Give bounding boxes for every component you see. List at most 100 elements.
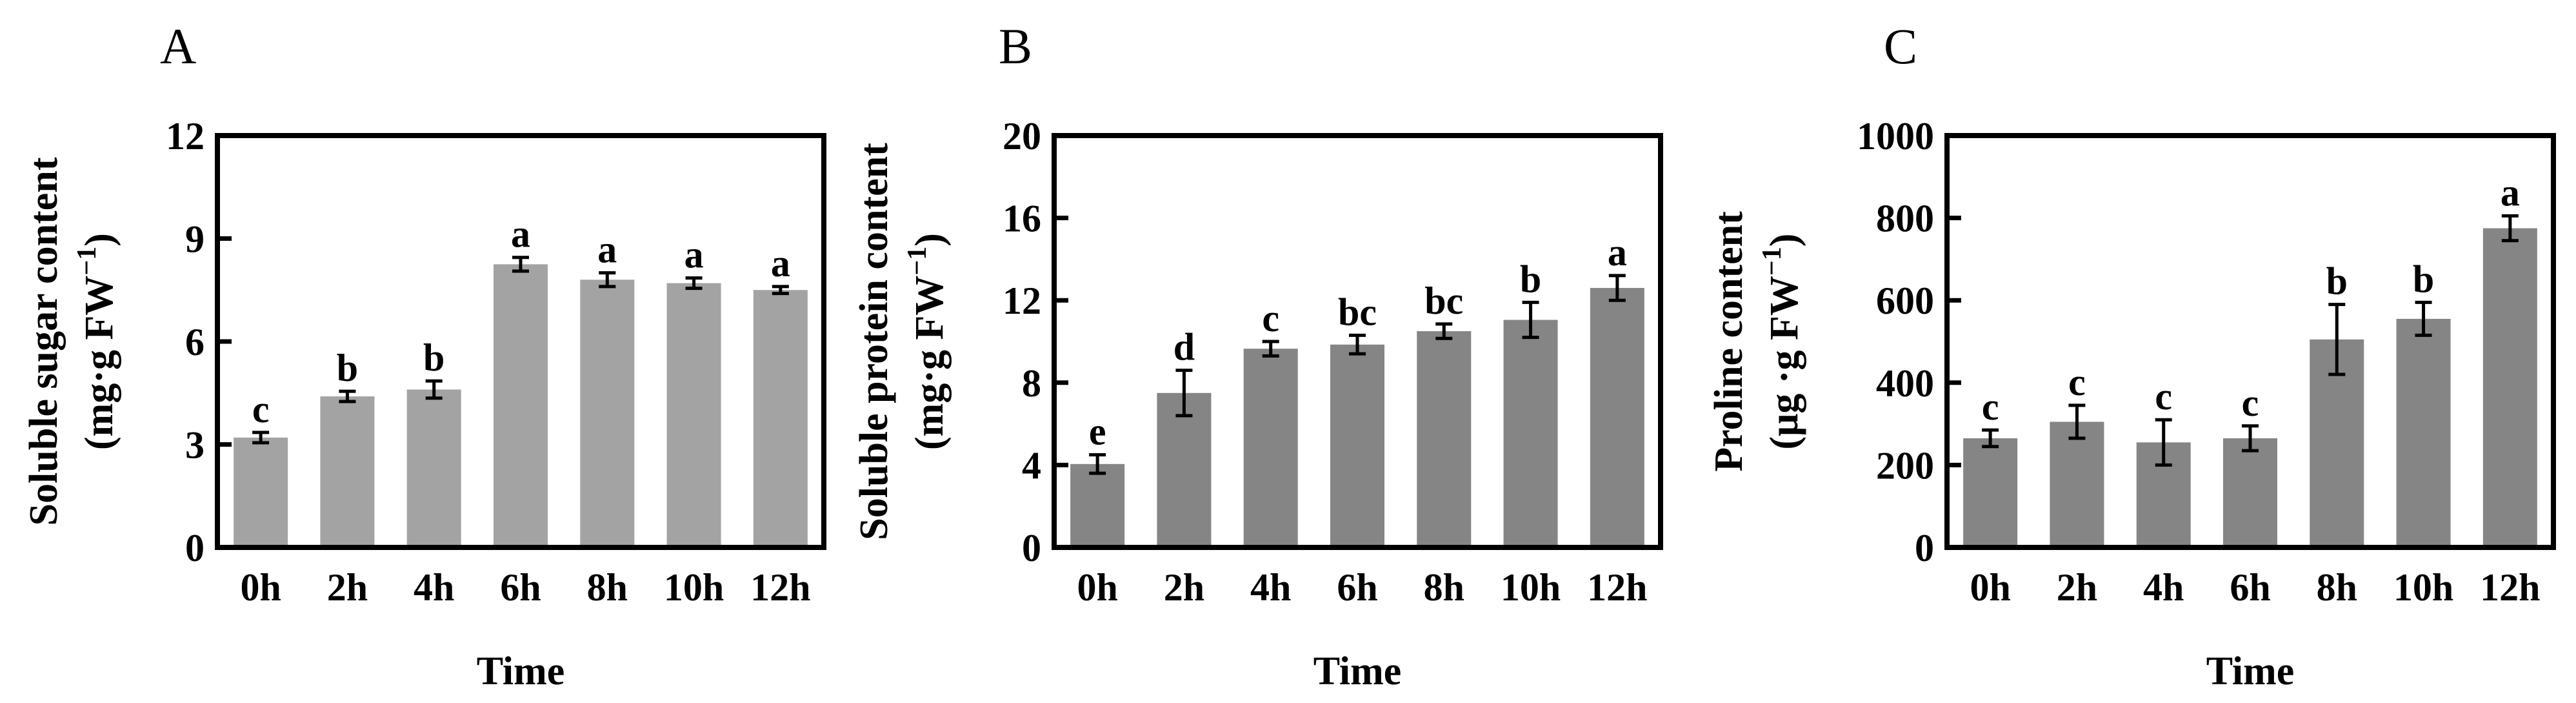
panel-a-y-unit-sup: −1: [72, 247, 102, 276]
significance-letter: c: [252, 388, 270, 431]
significance-letter: a: [511, 213, 530, 256]
x-tick-label: 8h: [2317, 566, 2357, 609]
panel-c-errorbars: [1982, 214, 2519, 467]
significance-letter: c: [2155, 375, 2172, 418]
panel-c-significance: c c c c b b a: [1982, 171, 2520, 428]
panel-c-y-unit: (μg ·g FW: [1762, 276, 1806, 449]
panel-b-y-axis-title-line2: (mg·g FW−1): [903, 233, 952, 450]
bar: [1330, 344, 1384, 547]
x-tick-label: 10h: [664, 566, 724, 609]
panel-c-y-tick-labels: 0 200 400 600 800 1000: [1857, 115, 1934, 569]
bar: [1243, 349, 1298, 547]
significance-letter: b: [337, 347, 358, 389]
y-tick-label: 6: [185, 321, 205, 363]
significance-letter: d: [1173, 326, 1195, 369]
significance-letter: c: [2068, 361, 2086, 403]
y-tick-label: 400: [1876, 362, 1934, 405]
bar: [580, 280, 635, 547]
significance-letter: c: [1262, 297, 1279, 340]
x-tick-label: 12h: [750, 566, 810, 609]
y-tick-label: 12: [166, 115, 205, 158]
x-tick-label: 8h: [587, 566, 628, 609]
significance-letter: b: [1520, 258, 1541, 300]
bar: [1417, 331, 1472, 547]
significance-letter: a: [684, 234, 704, 276]
panel-a: A c b b a a a a 0 3 6 9 12 0h 2h 4h 6h 8h 10h 12h Time S…: [22, 18, 826, 693]
bar: [406, 389, 461, 547]
x-tick-label: 4h: [414, 566, 454, 609]
x-tick-label: 6h: [2230, 566, 2270, 609]
x-tick-label: 6h: [500, 566, 541, 609]
significance-letter: c: [1982, 385, 1999, 428]
panel-c-letter: C: [1884, 18, 1917, 74]
bar: [753, 290, 808, 547]
panel-b-y-ticks: [1054, 133, 1068, 550]
significance-letter: c: [2242, 382, 2259, 424]
panel-b-y-unit: (mg·g FW: [908, 276, 952, 450]
y-tick-label: 3: [185, 424, 205, 467]
significance-letter: a: [2501, 171, 2520, 214]
panel-a-y-ticks: [217, 133, 232, 550]
panel-a-x-tick-labels: 0h 2h 4h 6h 8h 10h 12h: [240, 566, 810, 609]
x-tick-label: 0h: [1970, 566, 2010, 609]
panel-b-letter: B: [999, 18, 1032, 74]
significance-letter: b: [2413, 258, 2434, 300]
panel-b-x-tick-labels: 0h 2h 4h 6h 8h 10h 12h: [1077, 566, 1647, 609]
y-tick-label: 0: [1915, 527, 1934, 569]
x-tick-label: 0h: [1077, 566, 1117, 609]
bar: [1590, 288, 1644, 547]
y-tick-label: 0: [185, 527, 205, 569]
y-tick-label: 4: [1022, 444, 1041, 487]
panel-c-frame: [1944, 133, 2556, 550]
y-tick-label: 200: [1876, 444, 1934, 487]
bar: [1157, 392, 1212, 547]
panel-a-y-tick-labels: 0 3 6 9 12: [166, 115, 205, 569]
significance-letter: a: [1608, 231, 1627, 274]
panel-a-x-axis-title: Time: [477, 649, 565, 693]
panel-c-y-unit-close: ): [1762, 234, 1806, 247]
panel-b-frame: [1052, 133, 1663, 550]
x-tick-label: 10h: [2393, 566, 2453, 609]
x-tick-label: 2h: [327, 566, 368, 609]
panel-b-y-tick-labels: 0 4 8 12 16 20: [1003, 115, 1041, 569]
bar: [1503, 320, 1558, 547]
panel-a-y-unit: (mg·g FW: [77, 276, 121, 450]
panel-b-bars: [1070, 288, 1644, 547]
x-tick-label: 2h: [2057, 566, 2097, 609]
panel-b: B e d c bc bc b a 0 4 8 12 16 20 0h 2h 4h 6h 8h 10h 12h T…: [852, 18, 1663, 693]
significance-letter: bc: [1424, 280, 1463, 322]
panel-c-x-axis-title: Time: [2206, 649, 2295, 693]
significance-letter: bc: [1338, 290, 1377, 333]
bar: [1070, 464, 1125, 547]
x-tick-label: 4h: [2143, 566, 2184, 609]
bar: [666, 283, 721, 547]
panel-c-y-axis-title-line2: (μg ·g FW−1): [1757, 234, 1806, 450]
x-tick-label: 6h: [1337, 566, 1377, 609]
panel-a-y-axis-title-line2: (mg·g FW−1): [72, 233, 121, 450]
bar: [1963, 438, 2018, 547]
panel-a-y-axis-title-line1: Soluble sugar content: [22, 157, 66, 525]
panel-c-y-ticks: [1947, 133, 1961, 550]
y-tick-label: 9: [185, 218, 205, 261]
significance-letter: a: [597, 229, 617, 271]
bar: [2396, 318, 2451, 547]
panel-b-y-unit-close: ): [908, 233, 952, 247]
y-tick-label: 800: [1876, 198, 1934, 240]
panel-b-significance: e d c bc bc b a: [1089, 231, 1627, 453]
bar: [2050, 422, 2104, 547]
panel-b-x-axis-title: Time: [1313, 649, 1402, 693]
significance-letter: b: [2326, 260, 2348, 303]
panel-a-letter: A: [160, 18, 196, 74]
x-tick-label: 0h: [240, 566, 281, 609]
panel-c-x-tick-labels: 0h 2h 4h 6h 8h 10h 12h: [1970, 566, 2540, 609]
x-tick-label: 2h: [1164, 566, 1204, 609]
significance-letter: a: [771, 242, 790, 285]
bar: [2223, 438, 2277, 547]
panel-b-y-unit-sup: −1: [903, 247, 932, 276]
panel-a-y-unit-close: ): [77, 233, 121, 247]
y-tick-label: 600: [1876, 280, 1934, 322]
significance-letter: b: [423, 336, 444, 379]
x-tick-label: 8h: [1424, 566, 1464, 609]
y-tick-label: 0: [1022, 527, 1041, 569]
